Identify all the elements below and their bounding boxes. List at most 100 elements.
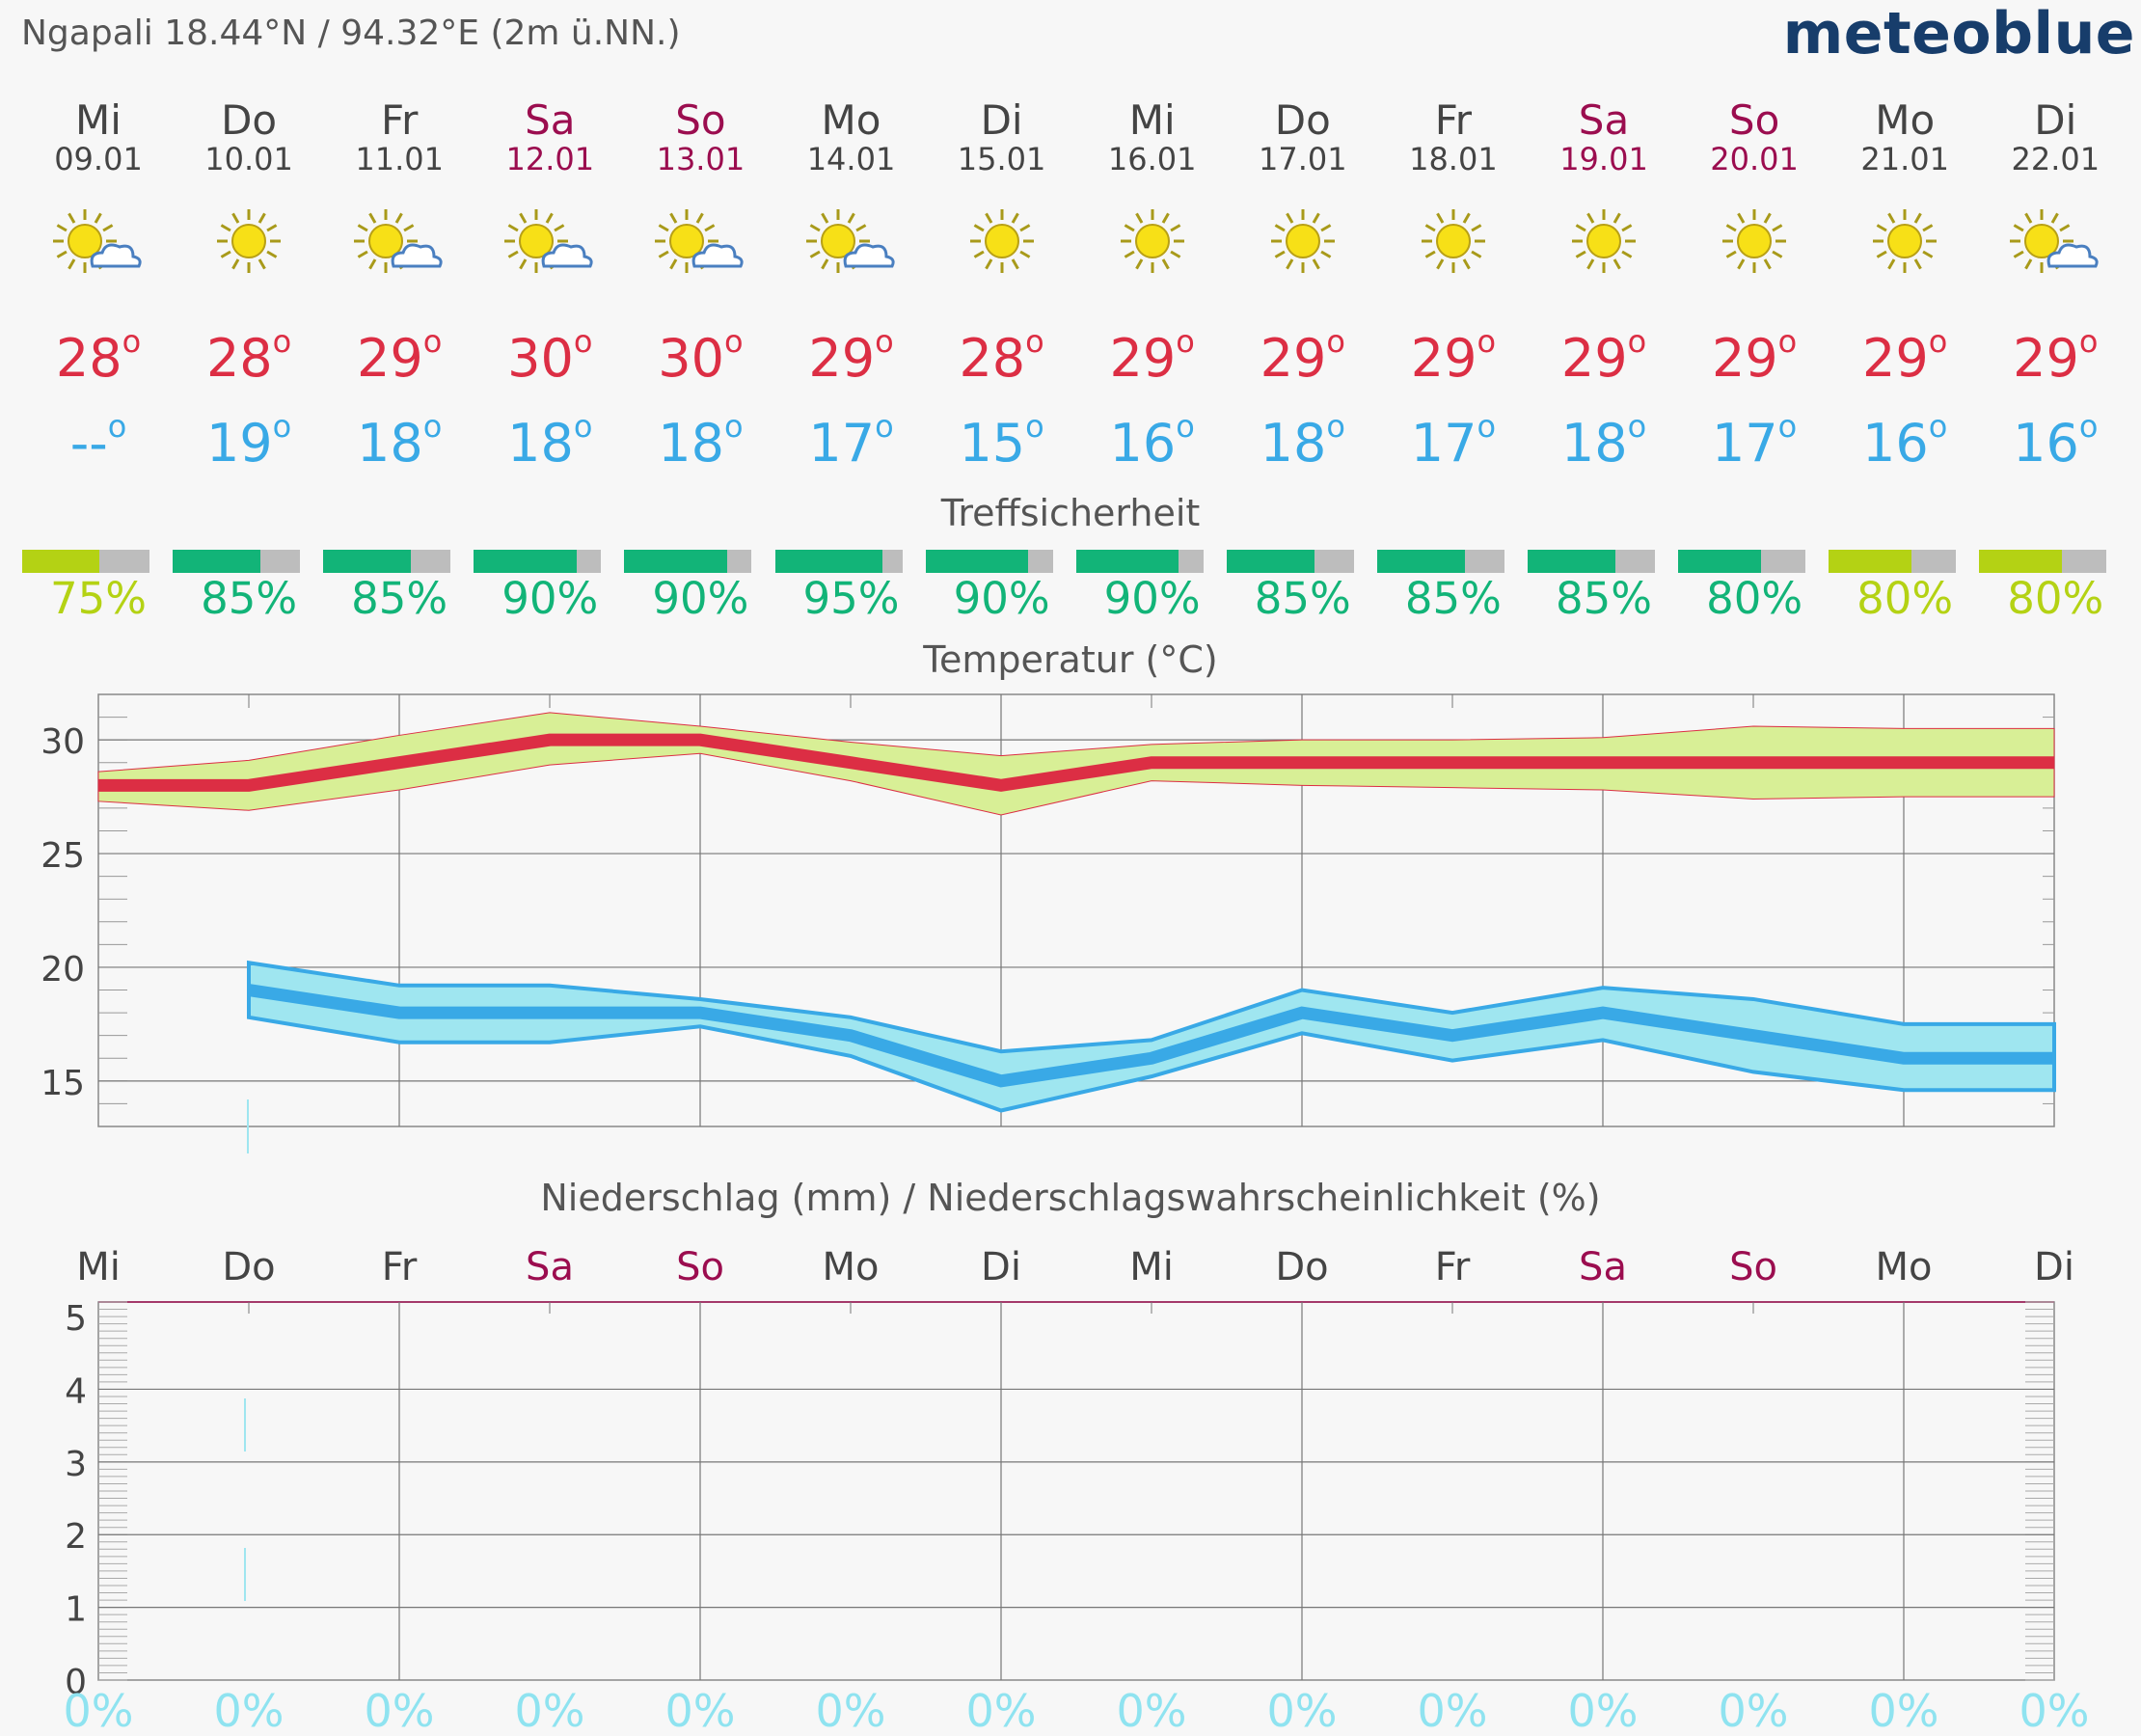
degree-symbol: o (122, 323, 142, 360)
day-date: 20.01 (1710, 141, 1799, 177)
max-temp-value: 29 (1109, 328, 1177, 389)
max-temperature: 29o (1228, 323, 1378, 389)
sun-cloud-icon (354, 209, 443, 273)
confidence-percent: 85% (1404, 573, 1502, 624)
day-date: 11.01 (355, 141, 444, 177)
precip-probability: 0% (365, 1685, 435, 1736)
sun-icon (1722, 209, 1787, 273)
max-temp-value: 29 (808, 328, 876, 389)
precipitation-chart: 0 1 2 3 4 5 Mi Do Fr Sa So Mo Di Mi Do Fr Sa So Mo Di 0% 0% 0%… (64, 1245, 2090, 1736)
day-date: 21.01 (1860, 141, 1949, 177)
sun-icon (1421, 209, 1485, 273)
confidence-fill (1528, 550, 1615, 573)
y-tick-label: 1 (65, 1590, 87, 1630)
max-temperature: 28o (927, 323, 1077, 389)
sun-icon (1873, 209, 1938, 273)
confidence-bar (173, 550, 301, 573)
day-date: 12.01 (505, 141, 595, 177)
precip-day-label: Sa (526, 1245, 574, 1289)
degree-symbol: o (1477, 323, 1497, 360)
sun-icon (217, 209, 282, 273)
min-temperature: 18o (474, 408, 625, 474)
confidence-fill (774, 550, 883, 573)
precip-probability: 0% (1869, 1685, 1939, 1736)
min-temp-value: 18 (357, 413, 423, 474)
confidence-percent: 80% (1706, 573, 1803, 624)
degree-symbol: o (1176, 323, 1195, 360)
degree-symbol: o (1477, 408, 1497, 445)
max-temperature: 29o (776, 323, 927, 389)
precip-probability: 0% (1719, 1685, 1789, 1736)
max-temperature: 29o (1980, 323, 2130, 389)
min-temp-value: 18 (1560, 413, 1628, 474)
min-temperature: 18o (1529, 408, 1679, 474)
max-temperature: 28o (23, 323, 174, 389)
min-temperature: 17o (776, 408, 927, 474)
day-date: 22.01 (2011, 141, 2100, 177)
precip-day-label: Do (222, 1245, 275, 1289)
max-temp-value: 29 (1260, 328, 1327, 389)
precip-day-label: Mi (1129, 1245, 1174, 1289)
degree-symbol: o (2078, 323, 2099, 360)
confidence-percent: 80% (1856, 573, 1954, 624)
degree-symbol: o (1928, 323, 1948, 360)
precip-day-label: Mo (1876, 1245, 1933, 1289)
confidence-bar (1979, 550, 2107, 573)
day-name: Do (221, 96, 278, 144)
location-title: Ngapali 18.44°N / 94.32°E (2m ü.NN.) (21, 14, 681, 53)
precipitation-title: Niederschlag (mm) / Niederschlagswahrsch… (540, 1177, 1601, 1219)
day-name: Mi (75, 96, 122, 144)
confidence-bar (323, 550, 451, 573)
day-name: Di (980, 96, 1023, 144)
temperature-chart: 15 20 25 30 (41, 693, 2056, 1153)
precip-day-label: Mo (823, 1245, 880, 1289)
degree-symbol: o (1627, 323, 1647, 360)
y-tick-label: 5 (65, 1299, 87, 1339)
precip-day-label: So (676, 1245, 724, 1289)
max-temperature: 29o (1529, 323, 1679, 389)
day-name: So (675, 96, 726, 144)
day-name: Sa (525, 96, 576, 144)
degree-symbol: o (723, 408, 744, 445)
confidence-bar (1075, 550, 1204, 573)
sun-cloud-icon (805, 209, 895, 273)
confidence-percent: 85% (201, 573, 298, 624)
degree-symbol: o (1326, 323, 1345, 360)
confidence-fill (173, 550, 260, 573)
confidence-fill (1226, 550, 1314, 573)
day-date: 18.01 (1409, 141, 1498, 177)
confidence-bar (774, 550, 903, 573)
y-tick-label: 20 (41, 950, 85, 990)
min-temp-line (248, 984, 2054, 1088)
degree-symbol: o (272, 323, 292, 360)
min-temperature: 16o (1980, 408, 2130, 474)
min-temp-value: 18 (1260, 413, 1327, 474)
sun-cloud-icon (504, 209, 593, 273)
precip-probability: 0% (1418, 1685, 1488, 1736)
degree-symbol: o (2078, 408, 2099, 445)
degree-symbol: o (1777, 408, 1798, 445)
precip-probability: 0% (1117, 1685, 1187, 1736)
brand-logo[interactable]: meteoblue (1782, 0, 2135, 68)
plot-frame (97, 1301, 2055, 1681)
min-temperature: 19o (174, 408, 324, 474)
min-temperature: 16o (1077, 408, 1228, 474)
precip-probability: 0% (966, 1685, 1037, 1736)
precip-probability: 0% (64, 1685, 134, 1736)
max-temp-value: 29 (1862, 328, 1929, 389)
max-temperature: 30o (474, 323, 625, 389)
degree-symbol: o (1025, 408, 1044, 445)
degree-symbol: o (422, 323, 443, 360)
max-temperature: 30o (625, 323, 775, 389)
min-temperature: 18o (324, 408, 474, 474)
max-temp-line (98, 733, 2054, 792)
y-tick-label: 4 (65, 1371, 87, 1411)
day-date: 16.01 (1107, 141, 1197, 177)
min-temperature: 18o (625, 408, 775, 474)
max-temperature: 28o (174, 323, 324, 389)
y-tick-label: 0 (65, 1663, 87, 1702)
degree-symbol: o (1176, 408, 1195, 445)
max-temp-value: 30 (507, 328, 574, 389)
y-tick-label: 3 (65, 1445, 87, 1484)
day-date: 13.01 (656, 141, 745, 177)
